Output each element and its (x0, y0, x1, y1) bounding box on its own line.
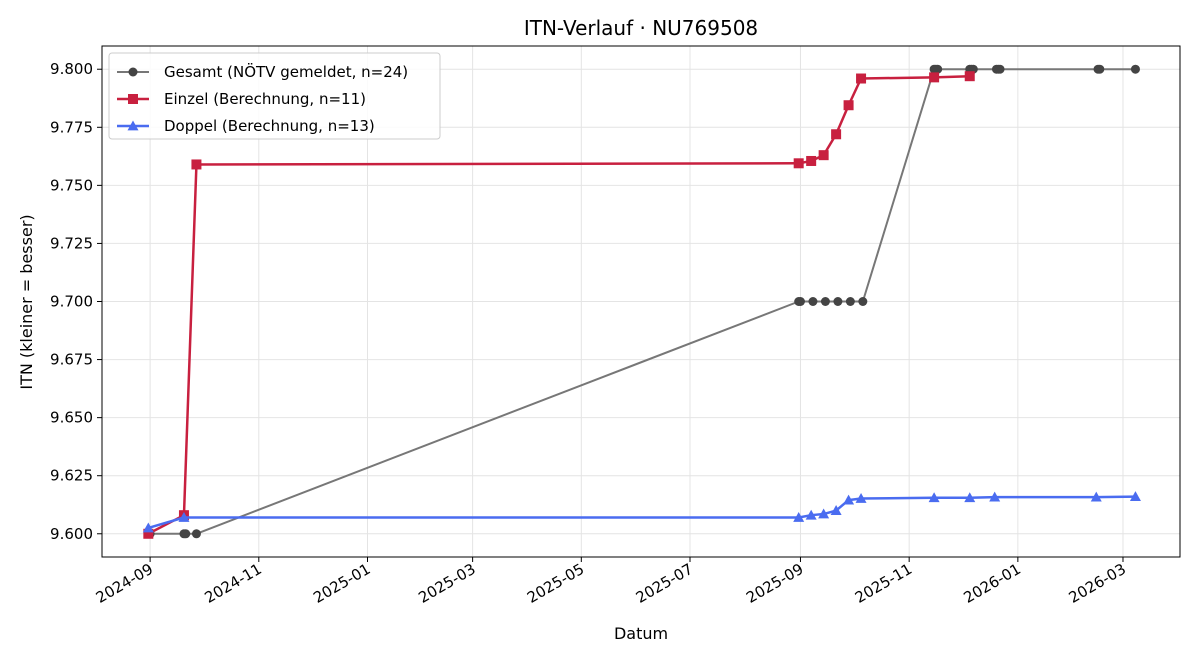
grid (102, 46, 1180, 557)
einzel-point (929, 72, 940, 83)
einzel-point (831, 129, 842, 140)
x-tick-label: 2025-01 (310, 560, 373, 607)
y-tick-label: 9.750 (50, 176, 93, 194)
doppel-point (830, 505, 842, 515)
legend-einzel-label: Einzel (Berechnung, n=11) (164, 90, 366, 108)
legend-doppel-marker (127, 120, 139, 131)
x-axis-label: Datum (614, 624, 668, 643)
y-tick-label: 9.675 (50, 351, 93, 369)
einzel-line (147, 74, 970, 535)
doppel-point (989, 491, 1001, 502)
gesamt-point (858, 297, 868, 306)
x-tick-label: 2025-05 (524, 560, 587, 607)
doppel-series (142, 491, 1141, 533)
x-axis-ticks: 2024-09 2024-11 2025-01 2025-03 2025-05 2025-… (93, 557, 1129, 607)
doppel-point (805, 509, 817, 520)
doppel-point (178, 512, 190, 522)
chart-title: ITN-Verlauf · NU769508 (524, 16, 758, 40)
einzel-point (191, 159, 202, 170)
doppel-point (142, 522, 154, 533)
y-axis-label: ITN (kleiner = besser) (17, 214, 36, 389)
gesamt-point (820, 297, 830, 306)
einzel-point (843, 100, 854, 111)
legend: Gesamt (NÖTV gemeldet, n=24) Einzel (Bere… (108, 52, 441, 140)
y-tick-label: 9.650 (50, 409, 93, 427)
einzel-point (964, 71, 975, 82)
einzel-point (806, 155, 817, 166)
einzel-point (856, 73, 867, 84)
y-axis-ticks: 9.600 9.625 9.650 9.675 9.700 9.725 9.750 9.775… (50, 60, 102, 543)
gesamt-point (191, 529, 201, 539)
x-tick-label: 2025-03 (415, 560, 478, 607)
doppel-point (855, 492, 867, 503)
gesamt-point (845, 297, 855, 306)
x-tick-label: 2026-03 (1066, 560, 1129, 607)
einzel-series (143, 71, 975, 539)
y-tick-label: 9.600 (50, 525, 93, 543)
x-tick-label: 2025-09 (743, 560, 806, 607)
legend-doppel-label: Doppel (Berechnung, n=13) (164, 117, 375, 135)
y-tick-label: 9.775 (50, 118, 93, 136)
doppel-point (818, 508, 830, 519)
x-tick-label: 2025-11 (852, 560, 915, 607)
gesamt-point (795, 297, 805, 306)
y-tick-label: 9.725 (50, 234, 93, 252)
doppel-point (1129, 491, 1141, 502)
einzel-point (793, 158, 804, 169)
doppel-line (147, 495, 1136, 530)
x-tick-label: 2026-01 (961, 560, 1024, 607)
doppel-point (1090, 491, 1102, 502)
x-tick-label: 2024-09 (93, 560, 156, 607)
x-tick-label: 2024-11 (202, 560, 265, 607)
y-tick-label: 9.625 (50, 467, 93, 485)
series-layer (142, 64, 1141, 539)
gesamt-point (1095, 64, 1105, 74)
y-tick-label: 9.800 (50, 60, 93, 78)
legend-box (108, 52, 441, 140)
doppel-point (928, 492, 940, 503)
gesamt-point (181, 529, 191, 539)
einzel-point (143, 528, 154, 539)
x-tick-label: 2025-07 (633, 560, 696, 607)
gesamt-point (1130, 64, 1140, 74)
doppel-point (964, 492, 976, 503)
gesamt-point (995, 64, 1005, 74)
gesamt-point (933, 64, 943, 74)
doppel-point (843, 494, 855, 505)
gesamt-point (808, 297, 818, 306)
einzel-point (818, 150, 829, 161)
legend-gesamt-label: Gesamt (NÖTV gemeldet, n=24) (164, 62, 408, 81)
gesamt-point (833, 297, 843, 306)
doppel-point (793, 512, 805, 522)
y-tick-label: 9.700 (50, 293, 93, 311)
legend-einzel-marker (128, 94, 138, 104)
legend-gesamt-marker (128, 67, 138, 77)
